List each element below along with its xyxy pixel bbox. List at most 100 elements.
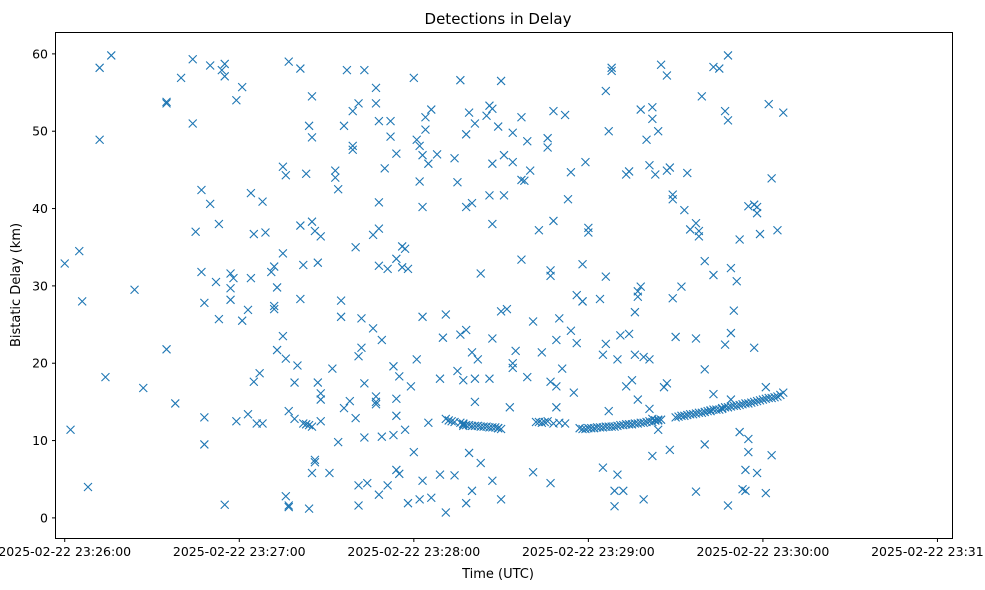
data-point [598, 463, 608, 473]
data-point [607, 63, 617, 73]
data-point [546, 478, 555, 488]
data-point [307, 422, 317, 432]
data-point [453, 177, 462, 187]
data-point [639, 494, 649, 504]
data-point [290, 414, 299, 424]
data-point [773, 392, 782, 401]
data-point [199, 298, 209, 308]
data-point [604, 126, 614, 136]
data-point [464, 108, 474, 118]
data-point [249, 229, 259, 239]
data-point [703, 406, 713, 416]
data-point [307, 468, 317, 478]
data-point [371, 392, 381, 401]
x-tick-label: 2025-02-22 23:29:00 [522, 544, 655, 559]
data-point [709, 270, 718, 280]
data-point [258, 419, 267, 428]
data-point [432, 150, 442, 159]
data-point [374, 490, 384, 500]
data-point [284, 57, 294, 67]
data-point [764, 99, 774, 109]
data-point [316, 416, 326, 426]
data-point [581, 157, 590, 167]
data-point [572, 338, 582, 348]
data-point [304, 121, 314, 131]
data-point [284, 501, 294, 510]
data-point [354, 351, 363, 361]
data-point [645, 404, 654, 414]
data-point [496, 76, 506, 86]
data-point [732, 276, 742, 286]
data-point [426, 493, 436, 503]
data-point [351, 413, 361, 423]
data-point [243, 305, 253, 315]
data-point [391, 465, 401, 475]
data-point [307, 92, 317, 101]
data-point [362, 478, 372, 488]
data-point [601, 339, 611, 349]
data-point [426, 105, 436, 114]
data-point [188, 119, 198, 128]
data-point [595, 294, 605, 304]
data-point [752, 202, 762, 212]
data-point [418, 476, 427, 486]
data-point [714, 405, 724, 415]
data-point [60, 259, 70, 268]
data-point [418, 150, 427, 160]
data-point [682, 168, 692, 178]
data-point [246, 188, 256, 198]
data-point [415, 141, 425, 151]
data-point [269, 262, 279, 271]
data-point [496, 307, 506, 316]
data-point [610, 486, 619, 496]
data-point [761, 382, 771, 392]
data-point [528, 317, 538, 326]
data-point [665, 445, 675, 455]
data-point [391, 254, 401, 264]
data-point [391, 411, 401, 421]
data-point [729, 306, 739, 316]
data-point [461, 129, 471, 139]
data-point [339, 403, 349, 413]
data-point [406, 382, 416, 391]
data-point [653, 415, 663, 425]
data-point [214, 314, 224, 324]
data-point [170, 399, 180, 408]
data-point [316, 395, 326, 404]
data-point [551, 402, 561, 412]
x-tick-label: 2025-02-22 23:26:00 [0, 544, 131, 559]
data-point [293, 361, 302, 370]
data-point [421, 125, 430, 135]
data-point [261, 228, 270, 237]
data-point [281, 354, 291, 363]
data-point [671, 412, 681, 422]
data-point [496, 424, 506, 434]
data-point [290, 378, 299, 387]
data-point [508, 128, 518, 138]
data-point [400, 425, 410, 435]
data-point [464, 448, 474, 458]
data-point [755, 395, 765, 405]
data-point [752, 208, 762, 218]
data-point [199, 412, 209, 422]
data-point [709, 389, 718, 399]
data-point [752, 396, 762, 406]
data-point [295, 221, 305, 230]
data-point [688, 409, 698, 419]
data-point [310, 455, 320, 465]
data-point [304, 504, 314, 514]
data-point [639, 418, 649, 428]
data-point [345, 396, 355, 406]
data-point [706, 406, 715, 416]
data-point [601, 272, 611, 281]
data-point [162, 97, 171, 107]
data-point [409, 73, 419, 83]
data-point [496, 494, 506, 504]
data-point [199, 440, 209, 449]
data-point [330, 173, 340, 183]
data-point [453, 366, 462, 376]
data-point [423, 418, 433, 428]
x-axis: 2025-02-22 23:26:00 2025-02-22 23:27:00 20… [0, 538, 985, 559]
data-point [551, 382, 561, 391]
